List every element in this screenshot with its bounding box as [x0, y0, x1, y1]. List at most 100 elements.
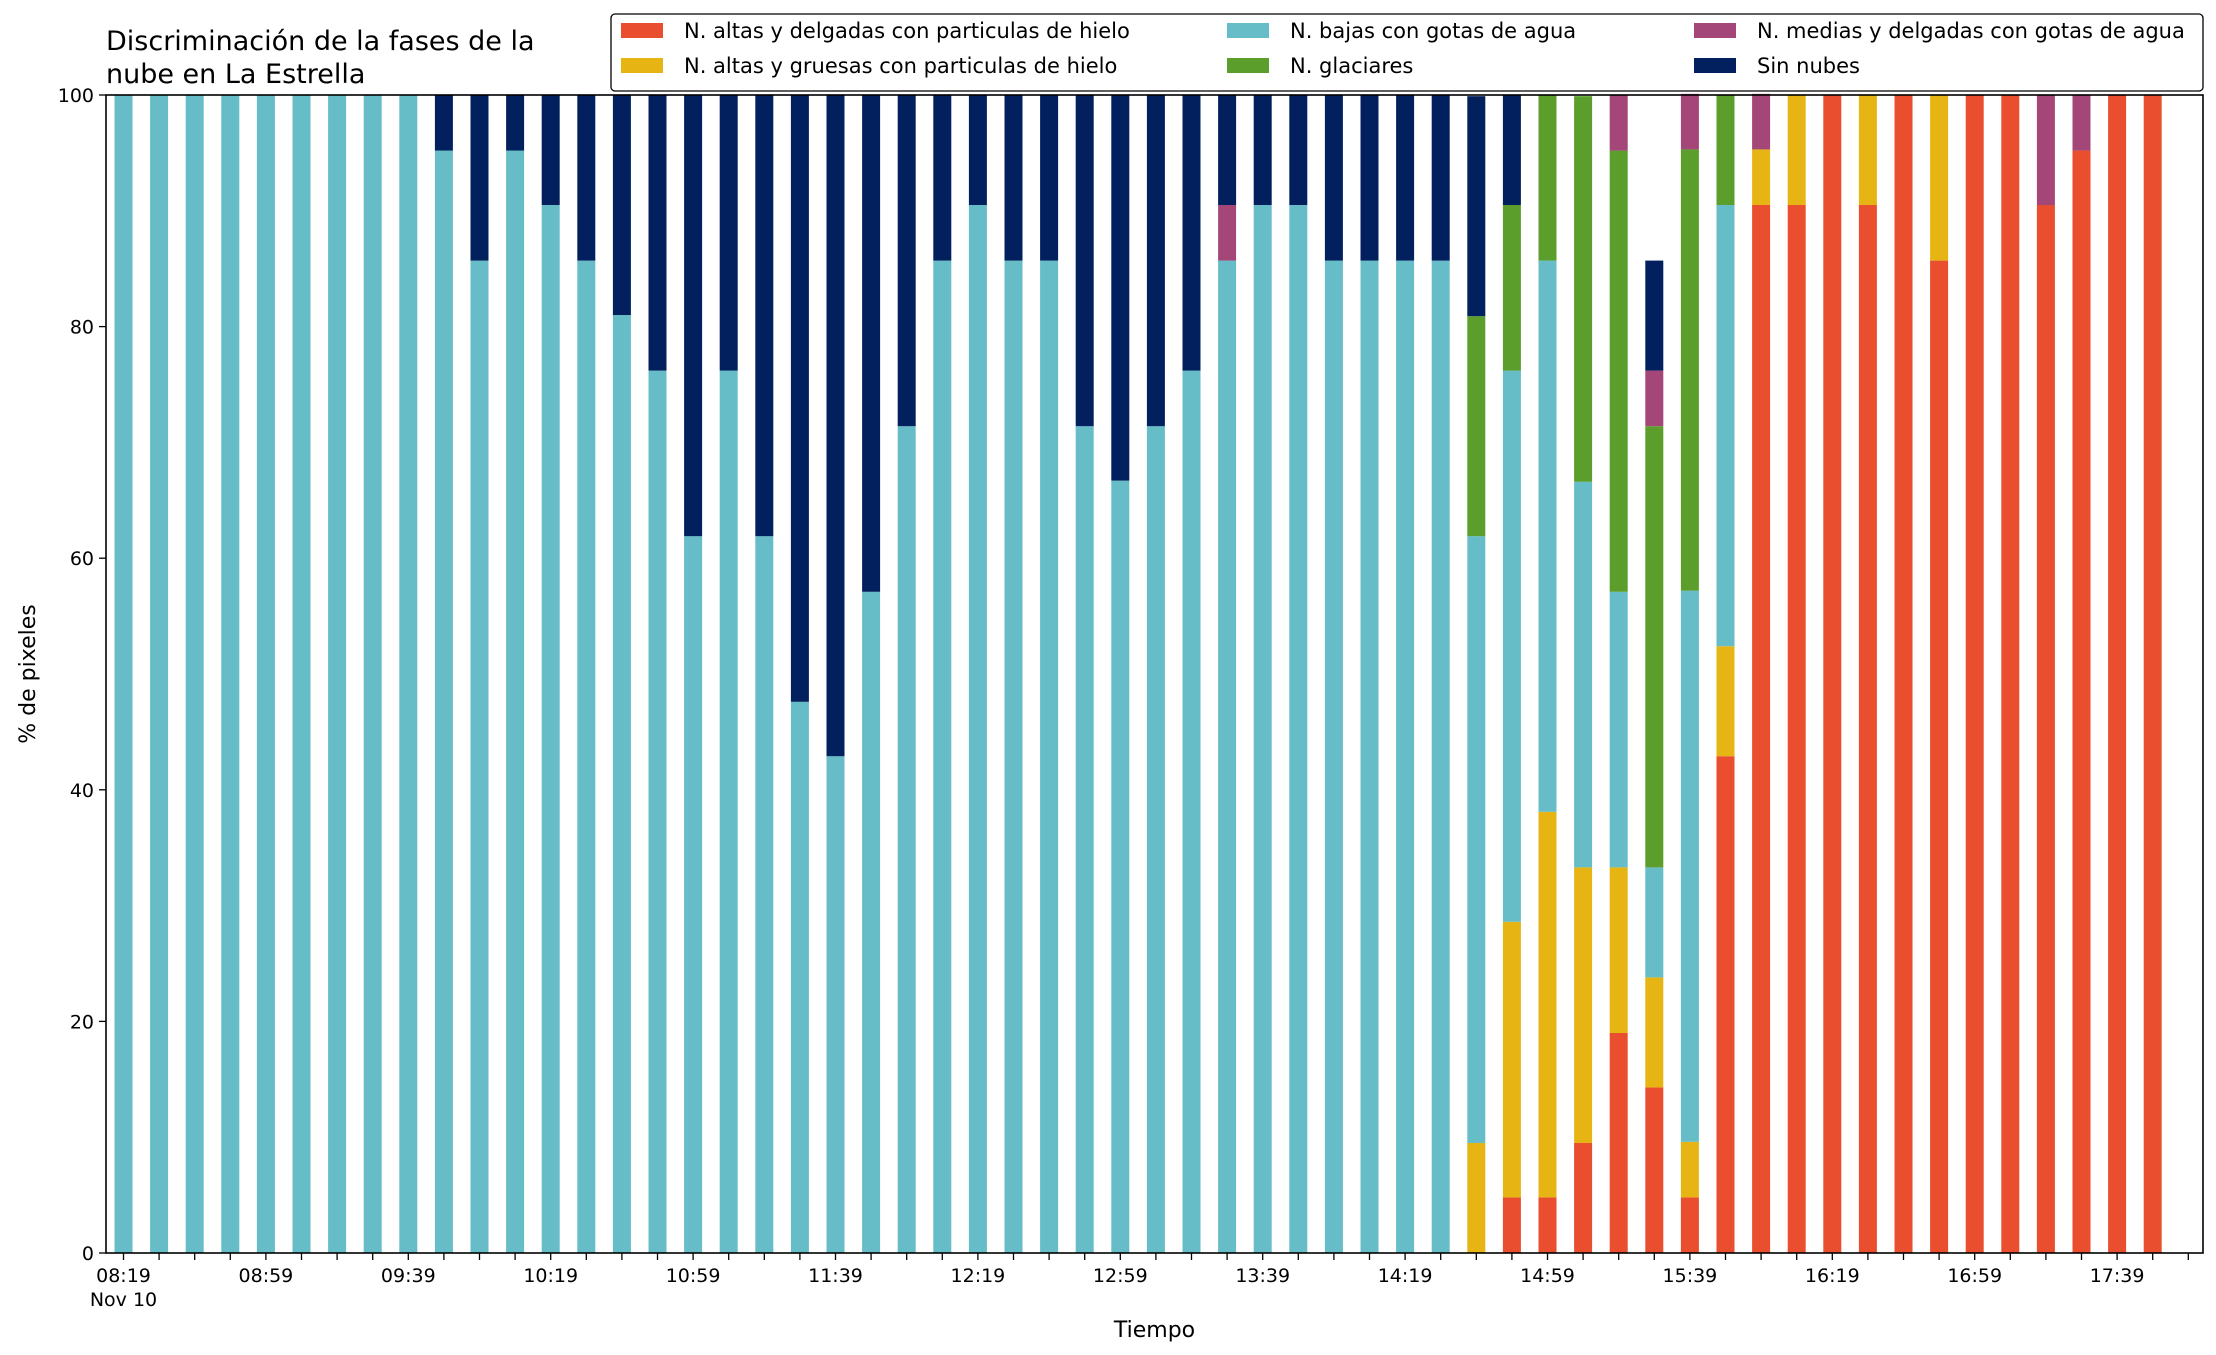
bar-segment [1716, 95, 1735, 206]
legend-label: N. bajas con gotas de agua [1290, 19, 1576, 43]
bar-segment [826, 95, 845, 757]
legend-swatch [1227, 23, 1269, 38]
bar-segment [612, 315, 631, 1253]
y-tick-label: 100 [58, 85, 94, 107]
x-axis-ticks: 08:19 08:59 09:39 10:19 10:59 11:39 12:19 12:59… [90, 1253, 2189, 1311]
bar-segment [470, 95, 489, 261]
bar-segment [150, 95, 169, 1253]
bar-segment [648, 95, 667, 371]
bar-segment [1502, 1197, 1521, 1253]
legend-label: N. altas y gruesas con particulas de hie… [684, 54, 1117, 78]
legend-swatch [1694, 23, 1736, 38]
bar-segment [1574, 96, 1593, 482]
x-tick-label: 08:19 [96, 1265, 151, 1287]
plot-frame [105, 94, 2204, 1254]
x-tick-label: 16:59 [1947, 1265, 2002, 1287]
y-tick-label: 0 [82, 1243, 94, 1265]
bar-segment [1858, 205, 1877, 1253]
bar-segment [1645, 977, 1664, 1088]
bar-segment [1538, 811, 1557, 1198]
bar-segment [719, 95, 738, 371]
bar-segment [1396, 260, 1415, 1254]
bar-segment [1609, 150, 1628, 592]
bar-segment [185, 95, 204, 1253]
legend-swatch [621, 58, 663, 73]
bar-segment [1502, 95, 1521, 206]
bar-segment [1752, 205, 1771, 1253]
bar-segment [1182, 95, 1201, 371]
bar-segment [2072, 95, 2091, 151]
bar-segment [1609, 591, 1628, 868]
chart-title-line-1: Discriminación de la fases de la [106, 26, 535, 57]
bar-segment [1965, 95, 1984, 1253]
bar-segment [1111, 480, 1130, 1253]
bar-segment [221, 95, 240, 1253]
bar-segment [897, 426, 916, 1253]
bar-segment [755, 536, 774, 1253]
bar-segment [1075, 95, 1094, 427]
bar-segment [1040, 95, 1059, 261]
y-tick-label: 80 [70, 317, 94, 339]
bar-segment [1930, 260, 1949, 1254]
bar-segment [1253, 205, 1272, 1253]
bar-segment [1680, 1141, 1699, 1198]
bar-segment [1680, 149, 1699, 591]
bar-segment [1075, 426, 1094, 1253]
bar-segment [1716, 646, 1735, 757]
bar-segment [1360, 95, 1379, 261]
bar-segment [1858, 95, 1877, 206]
bar-segment [1787, 95, 1806, 206]
bar-segment [1787, 205, 1806, 1253]
y-tick-label: 40 [70, 780, 94, 802]
bar-segment [862, 591, 881, 1253]
bar-segment [328, 95, 347, 1253]
x-tick-label: 09:39 [381, 1265, 436, 1287]
chart-title-line-2: nube en La Estrella [106, 59, 365, 90]
bar-segment [1467, 536, 1486, 1143]
bar-segment [1502, 205, 1521, 371]
bar-segment [1716, 756, 1735, 1253]
bar-segment [1324, 95, 1343, 261]
bar-segment [2036, 95, 2055, 206]
bar-segment [1645, 1087, 1664, 1253]
bar-segment [1111, 95, 1130, 481]
bar-segment [1289, 205, 1308, 1253]
bar-segment [1146, 95, 1165, 427]
x-tick-label: 12:59 [1093, 1265, 1148, 1287]
bar-segment [826, 756, 845, 1253]
x-tick-sublabel: Nov 10 [90, 1289, 157, 1311]
bar-segment [1574, 1142, 1593, 1253]
bar-segment [1645, 867, 1664, 978]
bar-segment [1502, 370, 1521, 922]
bar-segment [1609, 1032, 1628, 1253]
bar-segment [434, 95, 453, 151]
x-tick-label: 11:39 [808, 1265, 863, 1287]
bar-segment [541, 95, 560, 206]
bar-segment [292, 95, 311, 1253]
bar-segment [1894, 95, 1913, 1253]
x-tick-label: 12:19 [951, 1265, 1006, 1287]
bar-segment [114, 95, 133, 1253]
bar-segment [1324, 260, 1343, 1254]
bar-segment [684, 95, 703, 537]
bar-segment [1004, 260, 1023, 1254]
bar-segment [363, 95, 382, 1253]
bar-segment [1680, 590, 1699, 1142]
bar-segment [1609, 867, 1628, 1033]
bar-segment [1467, 96, 1486, 317]
legend: N. altas y delgadas con particulas de hi… [610, 13, 2204, 92]
bar-segment [755, 95, 774, 537]
x-tick-label: 14:59 [1520, 1265, 1575, 1287]
y-axis-label: % de pixeles [16, 604, 41, 743]
bar-segment [684, 536, 703, 1253]
bar-segment [1218, 205, 1237, 261]
bar-segment [2072, 150, 2091, 1254]
legend-box [610, 13, 2204, 92]
bar-segment [1146, 426, 1165, 1253]
bar-segment [790, 95, 809, 702]
bar-segment [933, 95, 952, 261]
y-axis-ticks: 0 20 40 60 80 100 [58, 85, 106, 1265]
bar-segment [897, 95, 916, 427]
legend-label: Sin nubes [1757, 54, 1860, 78]
bar-segment [648, 370, 667, 1254]
